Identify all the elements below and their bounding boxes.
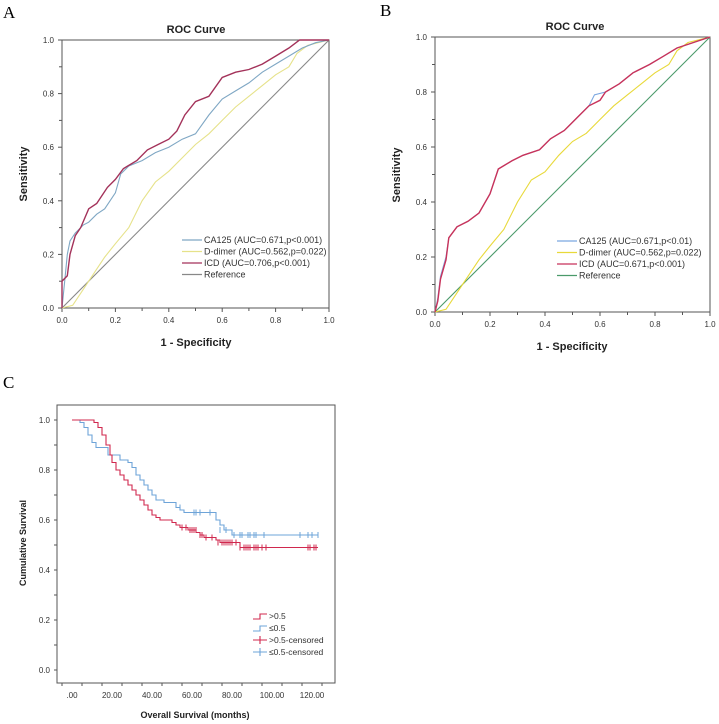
panel-a: A ROC Curve 0.0 0.2 0.4 0.6 0.8 1.00.00.20.40… <box>3 3 335 349</box>
legend-entry: >0.5 <box>269 611 286 621</box>
y-tick-label: 0.8 <box>416 88 428 97</box>
series-a <box>61 39 330 309</box>
y-tick-label: 0.6 <box>43 143 55 152</box>
series-b <box>434 36 711 313</box>
legend-entry: ICD (AUC=0.671,p<0.001) <box>579 259 685 269</box>
x-tick-label: 0.6 <box>594 320 606 329</box>
y-tick-label: 0.2 <box>39 616 51 625</box>
legend-entry: Reference <box>579 271 621 281</box>
panel-label-a: A <box>3 3 16 22</box>
x-tick-label: 0.0 <box>56 316 68 325</box>
x-tick-label: .00 <box>66 691 78 700</box>
legend-b: CA125 (AUC=0.671,p<0.01) D-dimer (AUC=0.5… <box>557 236 702 281</box>
roc-line-icd <box>434 36 711 313</box>
legend-entry: ≤0.5 <box>269 623 286 633</box>
legend-a: CA125 (AUC=0.671,p<0.001) D-dimer (AUC=0.… <box>182 235 327 280</box>
x-tick-label: 0.6 <box>217 316 229 325</box>
legend-censor-swatch <box>253 648 267 656</box>
panel-b: B ROC Curve 0.0 0.2 0.4 0.6 0.8 1.00.00.20.40… <box>380 1 716 353</box>
roc-line-ca125 <box>61 39 330 309</box>
legend-c: >0.5 ≤0.5 >0.5-censored ≤0.5-censored <box>253 611 324 657</box>
y-tick-label: 0.0 <box>43 304 55 313</box>
roc-line-d-dimer <box>61 39 330 309</box>
ticks-a: 0.0 0.2 0.4 0.6 0.8 1.0 0.0 0.2 0.4 0.6 0.8 1.0 <box>43 36 335 325</box>
roc-line-reference <box>61 39 330 309</box>
plot-frame-c <box>56 404 336 684</box>
series-c <box>72 419 319 551</box>
y-axis-label-a: Sensitivity <box>18 146 30 202</box>
y-tick-label: 0.8 <box>43 90 55 99</box>
legend-step-swatch <box>253 613 267 620</box>
y-tick-label: 0.2 <box>416 253 428 262</box>
legend-entry: CA125 (AUC=0.671,p<0.01) <box>579 236 692 246</box>
y-tick-label: 0.6 <box>416 143 428 152</box>
km-curve-gt-0-5 <box>72 419 318 549</box>
y-tick-label: 0.0 <box>39 666 51 675</box>
panel-label-b: B <box>380 1 391 20</box>
y-tick-label: 0.4 <box>39 566 51 575</box>
x-tick-label: 0.4 <box>539 320 551 329</box>
x-tick-label: 80.00 <box>222 691 243 700</box>
x-tick-label: 1.0 <box>323 316 335 325</box>
roc-line-reference <box>434 36 711 313</box>
x-tick-label: 40.00 <box>142 691 163 700</box>
x-tick-label: 0.0 <box>429 320 441 329</box>
legend-entry: ICD (AUC=0.706,p<0.001) <box>204 258 310 268</box>
panel-label-c: C <box>3 373 14 392</box>
km-curve-le-0-5 <box>72 419 318 536</box>
y-axis-label-c: Cumulative Survival <box>18 500 28 586</box>
y-tick-label: 1.0 <box>43 36 55 45</box>
y-tick-label: 1.0 <box>416 33 428 42</box>
y-tick-label: 0.8 <box>39 466 51 475</box>
panel-c: C .00 20.00 40.00 60.00 80.00 100.00 120.00 0.0… <box>3 373 336 720</box>
legend-step-swatch <box>253 625 267 632</box>
ticks-c: .00 20.00 40.00 60.00 80.00 100.00 120.00 0.0 0.… <box>39 416 325 700</box>
y-tick-label: 0.2 <box>43 250 55 259</box>
x-axis-label-c: Overall Survival (months) <box>140 710 249 720</box>
ticks-b: 0.0 0.2 0.4 0.6 0.8 1.0 0.0 0.2 0.4 0.6 0.8 1.0 <box>416 33 716 329</box>
y-tick-label: 1.0 <box>39 416 51 425</box>
x-tick-label: 100.00 <box>260 691 285 700</box>
x-tick-label: 0.8 <box>270 316 282 325</box>
x-tick-label: 20.00 <box>102 691 123 700</box>
x-tick-label: 0.8 <box>649 320 661 329</box>
x-tick-label: 0.2 <box>484 320 496 329</box>
legend-entry: Reference <box>204 270 246 280</box>
x-tick-label: 0.4 <box>163 316 175 325</box>
x-axis-label-a: 1 - Specificity <box>161 337 233 349</box>
legend-entry: ≤0.5-censored <box>269 647 324 657</box>
legend-entry: D-dimer (AUC=0.562,p=0.022) <box>204 247 327 257</box>
legend-entry: CA125 (AUC=0.671,p<0.001) <box>204 235 322 245</box>
roc-line-d-dimer <box>434 36 711 313</box>
chart-title-a: ROC Curve <box>167 24 226 36</box>
chart-title-b: ROC Curve <box>546 21 605 33</box>
x-tick-label: 0.2 <box>110 316 122 325</box>
legend-entry: D-dimer (AUC=0.562,p=0.022) <box>579 248 702 258</box>
x-tick-label: 1.0 <box>704 320 716 329</box>
y-tick-label: 0.0 <box>416 308 428 317</box>
legend-entry: >0.5-censored <box>269 635 324 645</box>
roc-line-icd <box>61 39 329 308</box>
x-axis-label-b: 1 - Specificity <box>537 341 609 353</box>
y-tick-label: 0.4 <box>43 197 55 206</box>
legend-censor-swatch <box>253 636 267 644</box>
y-axis-label-b: Sensitivity <box>391 147 403 203</box>
y-tick-label: 0.6 <box>39 516 51 525</box>
y-tick-label: 0.4 <box>416 198 428 207</box>
x-tick-label: 60.00 <box>182 691 203 700</box>
x-tick-label: 120.00 <box>300 691 325 700</box>
